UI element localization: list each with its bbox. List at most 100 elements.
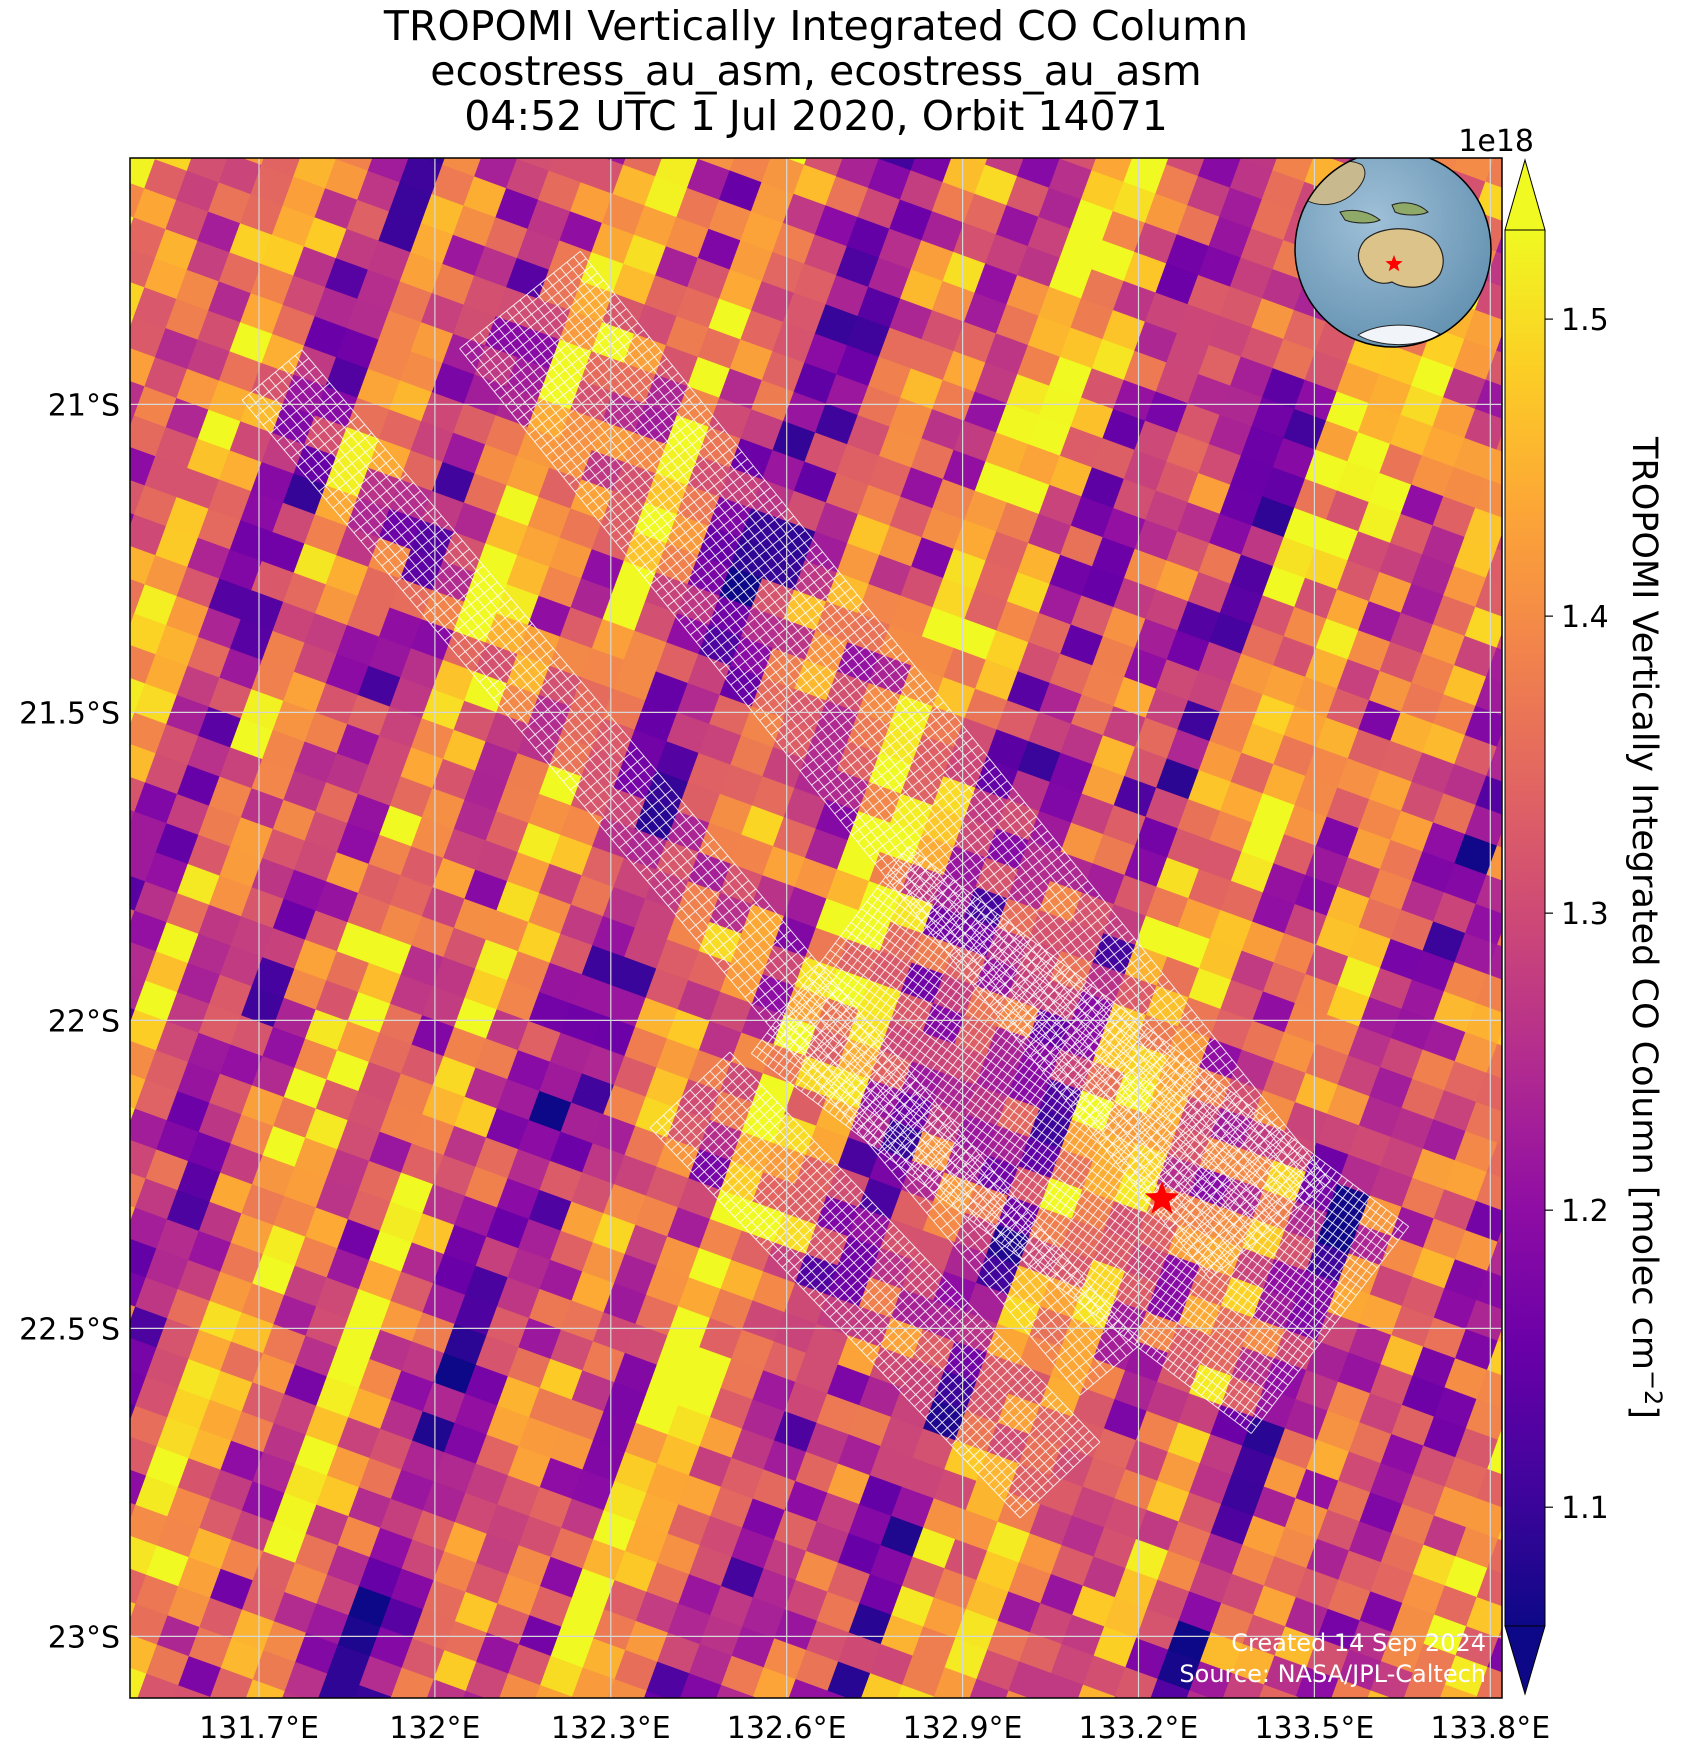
footprint-gridline: [521, 681, 582, 733]
footprint-gridline: [716, 913, 778, 965]
x-tick-label: 133.8°E: [1430, 1711, 1550, 1746]
co-pixel: [1177, 107, 1220, 148]
co-pixel: [347, 101, 390, 142]
footprint-gridline: [696, 1083, 1068, 1475]
co-pixel: [147, 1744, 190, 1748]
footprint-gridline: [479, 631, 540, 683]
footprint-gridline: [591, 764, 652, 816]
co-pixel: [1487, 1637, 1502, 1673]
co-pixel: [130, 1106, 136, 1124]
co-pixel: [1331, 1678, 1371, 1698]
footprint-gridline: [374, 507, 435, 559]
footprint-gridline: [288, 360, 1127, 1357]
footprint-gridline: [709, 905, 771, 957]
target-location-star: [1144, 1181, 1180, 1214]
co-pixel: [81, 532, 124, 573]
footprint-gridline: [702, 896, 764, 948]
co-pixel: [1200, 1732, 1243, 1748]
footprint-gridline: [304, 424, 366, 476]
co-pixel: [1251, 101, 1294, 142]
y-axis-ticks: 21°S 21.5°S 22°S 22.5°S 23°S: [19, 388, 120, 1655]
co-pixel: [487, 1703, 530, 1744]
colorbar-tick-label: 1.3: [1561, 897, 1609, 932]
co-pixel: [716, 1684, 754, 1698]
footprint-gridline: [919, 1153, 980, 1205]
co-pixel: [50, 818, 93, 859]
footprint-gridline: [500, 656, 561, 708]
co-pixel: [1283, 112, 1326, 153]
footprint-gridline: [573, 256, 1325, 1188]
footprint-gridline: [649, 1127, 1021, 1519]
co-pixel: [284, 1661, 328, 1698]
footprint-gridline: [891, 1120, 952, 1172]
co-pixel: [71, 1156, 114, 1197]
footprint-gridline: [632, 813, 694, 865]
footprint-gridline: [559, 267, 1311, 1198]
co-pixel: [1550, 671, 1593, 712]
footprint-gridline: [451, 598, 512, 650]
footprint-gridline: [1065, 1327, 1127, 1379]
co-pixel: [354, 1685, 392, 1698]
footprint-gridline: [437, 581, 498, 633]
co-pixel: [81, 235, 124, 276]
co-pixel: [1475, 1171, 1502, 1212]
footprint-gridline: [423, 565, 484, 617]
co-pixel: [1392, 1702, 1435, 1743]
footprint-gridline: [618, 797, 680, 849]
co-pixel: [60, 492, 102, 533]
co-pixel: [61, 1383, 104, 1424]
co-pixel: [70, 463, 113, 504]
footprint-gridline: [903, 853, 1404, 1234]
footprint-gridline: [863, 1087, 924, 1139]
co-pixel: [1540, 1295, 1583, 1336]
co-pixel: [463, 1690, 486, 1698]
footprint-gridline: [367, 498, 428, 550]
co-pixel: [1539, 502, 1582, 543]
footprint-gridline: [611, 788, 673, 840]
co-pixel: [1551, 1265, 1594, 1306]
co-pixel: [1237, 158, 1242, 160]
co-pixel: [130, 908, 136, 925]
co-pixel: [130, 1403, 136, 1422]
footprint-gridline: [444, 589, 505, 641]
footprint-gridline: [850, 922, 1352, 1303]
co-pixel: [130, 1502, 136, 1522]
co-pixel: [130, 513, 135, 528]
co-pixel: [1496, 831, 1502, 849]
co-pixel: [1367, 1690, 1392, 1698]
co-pixel: [51, 1709, 94, 1748]
footprint-gridline: [493, 647, 554, 700]
footprint-gridline: [954, 1195, 1015, 1247]
footprint-gridline: [845, 928, 1347, 1310]
footprint-gridline: [297, 415, 359, 467]
footprint-gridline: [669, 1108, 1041, 1500]
x-tick-label: 132.3°E: [551, 1711, 671, 1746]
footprint-gridline: [751, 1053, 1252, 1434]
footprint-gridline: [905, 1137, 966, 1189]
footprint-gridline: [682, 1095, 1054, 1487]
footprint-gridline: [840, 935, 1341, 1317]
co-pixel: [59, 195, 102, 236]
co-pixel: [1475, 577, 1502, 618]
footprint-gridline: [360, 490, 421, 542]
co-pixel: [1551, 968, 1594, 1009]
footprint-gridline: [787, 1004, 1289, 1386]
footprint-gridline: [507, 664, 568, 716]
footprint-gridline: [563, 730, 624, 782]
footprint-gridline: [761, 1039, 1263, 1421]
co-pixel: [130, 216, 135, 229]
footprint-gridline: [535, 697, 596, 749]
footprint-gridline: [870, 1095, 931, 1147]
footprint-gridline: [465, 342, 1217, 1274]
co-pixel: [1041, 1673, 1084, 1698]
footprint-gridline: [514, 672, 575, 724]
colorbar-gradient: [1504, 229, 1546, 1627]
y-tick-label: 21.5°S: [19, 696, 120, 731]
chart-title-line-3: 04:52 UTC 1 Jul 2020, Orbit 14071: [464, 92, 1168, 140]
footprint-gridline: [506, 310, 1257, 1242]
co-pixel: [1474, 280, 1502, 321]
footprint-gridline: [639, 822, 701, 874]
co-pixel: [1487, 1538, 1502, 1574]
footprint-gridline: [674, 863, 736, 915]
